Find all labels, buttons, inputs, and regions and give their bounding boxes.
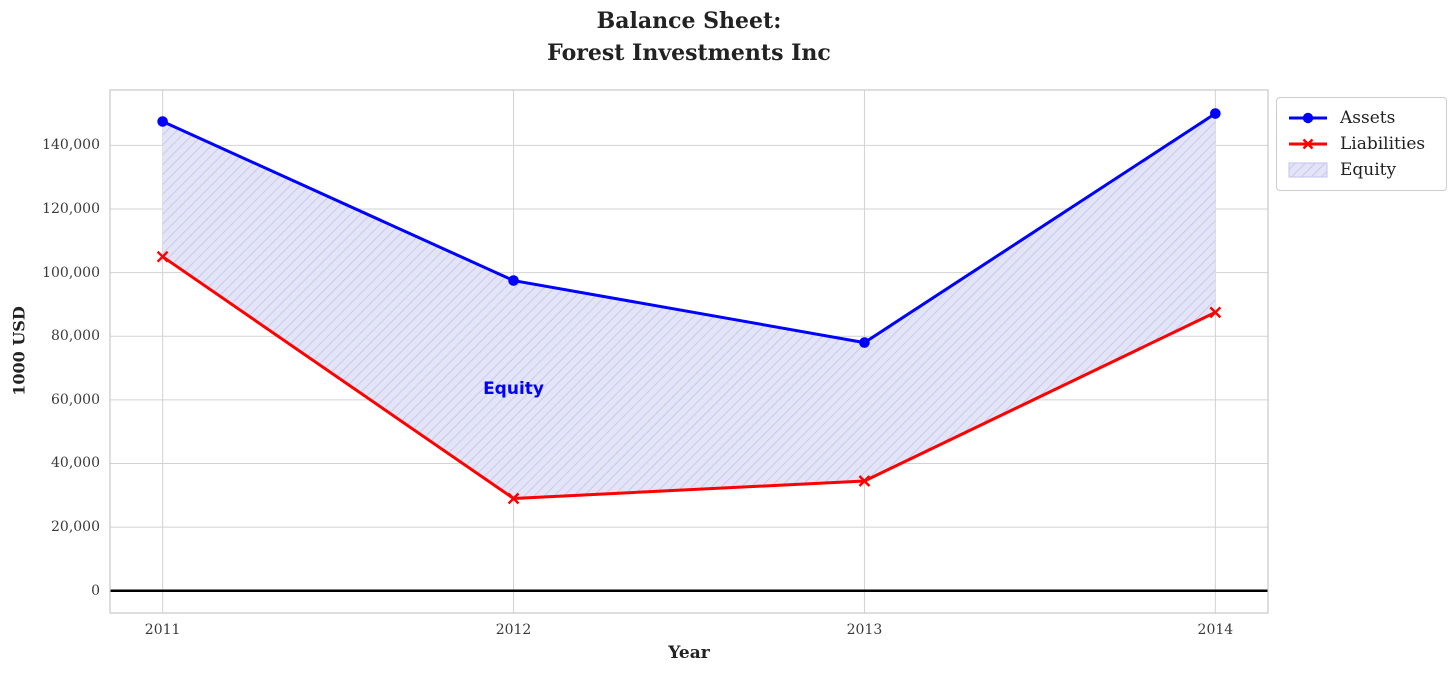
- x-tick-label: 2012: [495, 622, 532, 638]
- legend-item-assets: Assets: [1287, 105, 1436, 131]
- equity-legend-patch: [1288, 162, 1328, 178]
- liabilities-marker: [156, 250, 169, 263]
- chart-title-line-1: Balance Sheet:: [596, 8, 782, 34]
- x-tick-label: 2011: [144, 622, 181, 638]
- y-tick-label: 20,000: [51, 519, 100, 536]
- x-tick-label: 2013: [846, 622, 883, 638]
- x-axis-label: Year: [668, 643, 710, 663]
- legend-label-liabilities: Liabilities: [1340, 134, 1426, 154]
- chart-title: Balance Sheet: Forest Investments Inc: [110, 5, 1268, 69]
- assets-line: [162, 112, 1217, 345]
- liabilities-marker: [1209, 306, 1222, 319]
- plot-border: [109, 89, 1269, 614]
- liabilities-marker: [507, 492, 520, 505]
- y-tick-label: 0: [91, 582, 100, 599]
- x-tick-label: 2014: [1197, 622, 1234, 638]
- y-tick-label: 60,000: [51, 391, 100, 408]
- legend: Assets Liabilities Equity: [1276, 97, 1447, 191]
- liabilities-marker: [858, 475, 871, 487]
- chart-title-line-2: Forest Investments Inc: [547, 40, 831, 66]
- y-tick-label: 100,000: [42, 264, 100, 281]
- y-tick-label: 140,000: [42, 137, 100, 154]
- liabilities-line: [161, 255, 1217, 500]
- assets-marker: [859, 337, 870, 348]
- assets-legend-marker: [1289, 112, 1327, 124]
- y-tick-label: 120,000: [42, 200, 100, 217]
- legend-label-equity: Equity: [1340, 160, 1397, 180]
- assets-marker: [1210, 108, 1221, 119]
- equity-annotation: Equity: [483, 379, 544, 400]
- assets-marker: [157, 116, 168, 127]
- y-tick-label: 40,000: [51, 455, 100, 472]
- liabilities-legend-marker: [1289, 138, 1327, 150]
- legend-item-liabilities: Liabilities: [1287, 131, 1436, 157]
- equity-fill-area: [162, 113, 1216, 499]
- assets-marker: [508, 275, 519, 286]
- legend-item-equity: Equity: [1287, 157, 1436, 183]
- y-tick-label: 80,000: [51, 328, 100, 345]
- legend-label-assets: Assets: [1340, 108, 1396, 128]
- y-axis-label: 1000 USD: [9, 306, 29, 396]
